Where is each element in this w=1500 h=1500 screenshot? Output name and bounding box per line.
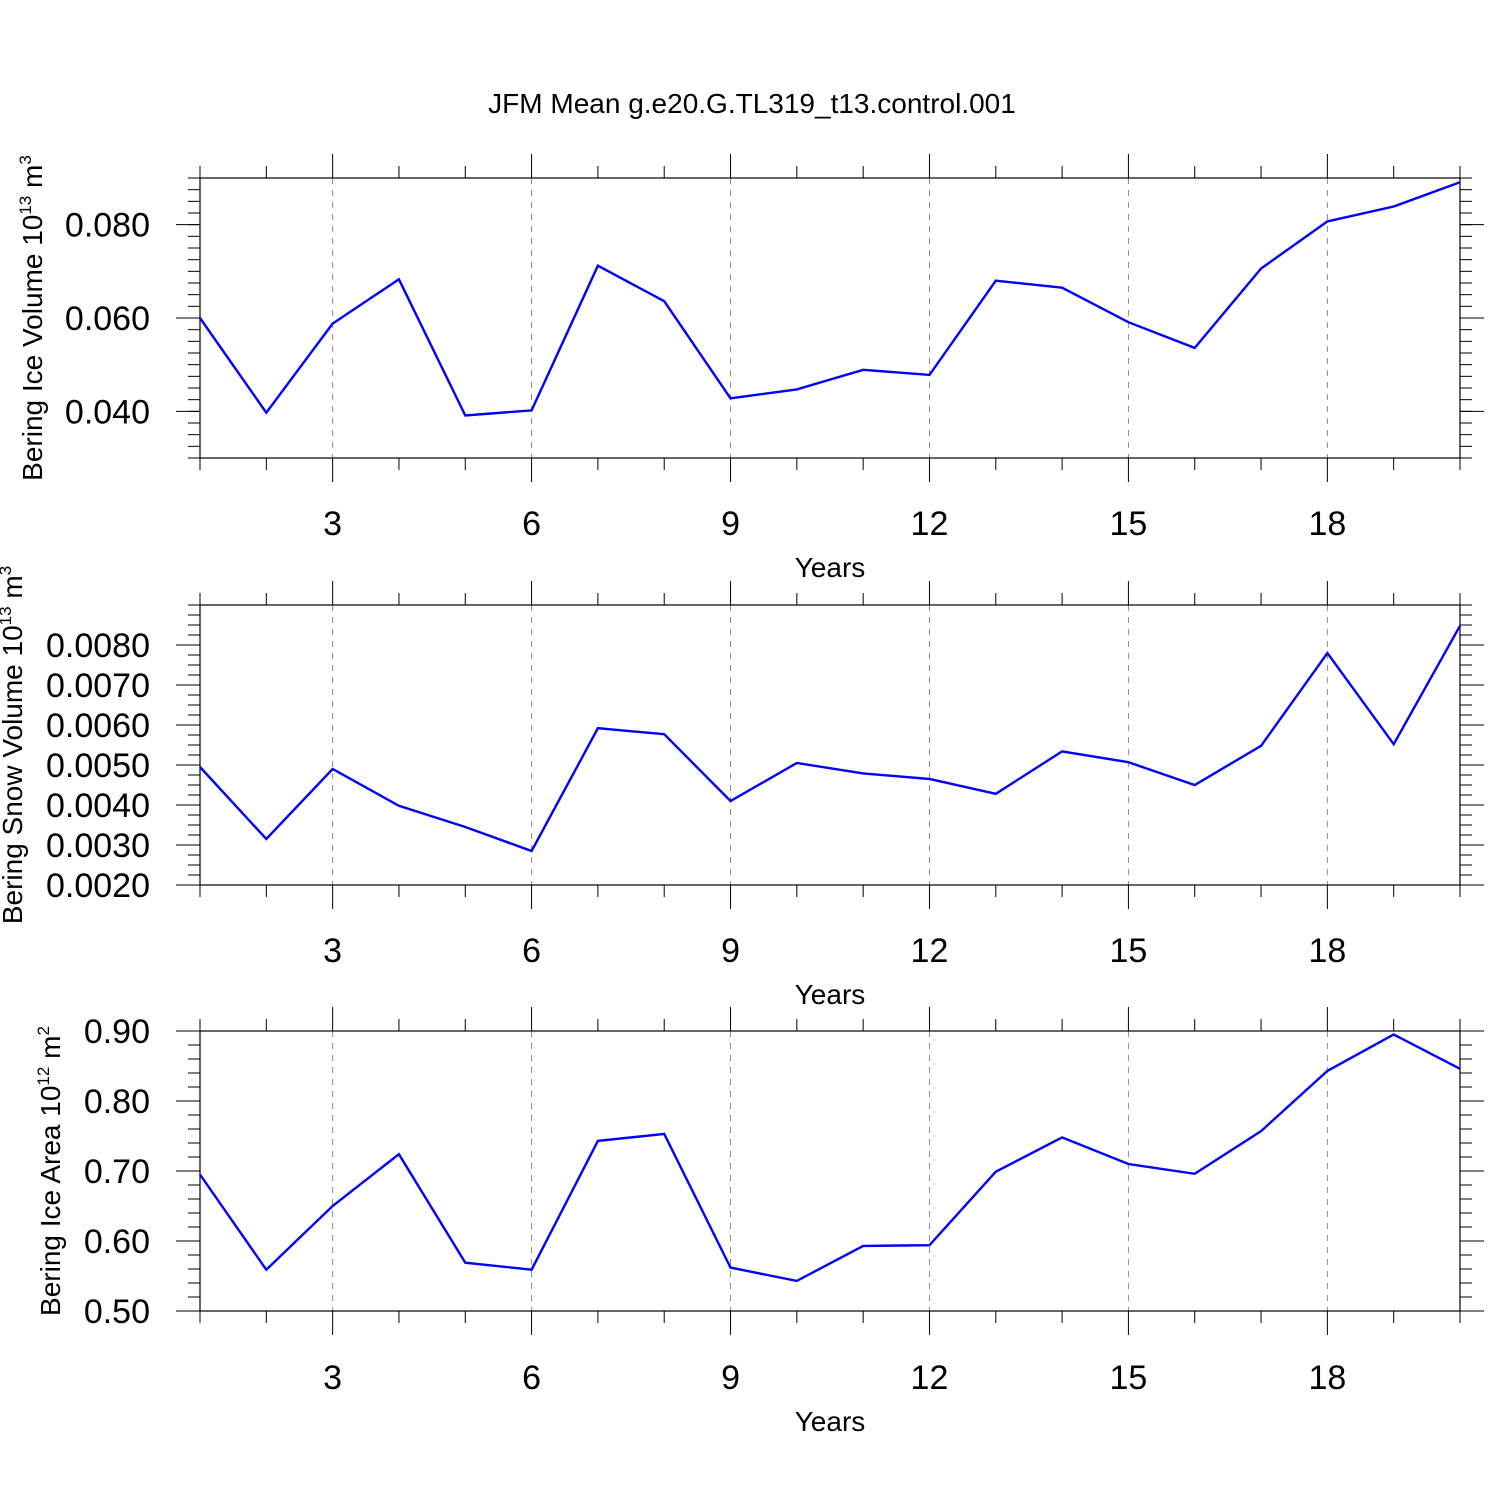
- y-axis-label-text: Bering Ice Volume 10: [17, 215, 48, 481]
- y-tick-label: 0.50: [84, 1293, 150, 1331]
- y-axis-label-superscript: 3: [16, 155, 35, 164]
- x-tick-label: 6: [522, 505, 541, 543]
- y-tick-label: 0.80: [84, 1083, 150, 1121]
- x-tick-label: 12: [911, 505, 949, 543]
- y-tick-label: 0.0080: [46, 627, 150, 665]
- x-tick-label: 3: [323, 1359, 342, 1397]
- y-axis-label-superscript: 2: [34, 1026, 53, 1035]
- x-tick-label: 3: [323, 505, 342, 543]
- plot-frame: [199, 177, 1461, 459]
- panel-ice-volume: 0.040 0.060 0.080 3 6 9 12 15 18 Years Bering Ice …: [16, 154, 1484, 583]
- x-tick-label: 18: [1308, 932, 1346, 970]
- panel-ice-area: 0.50 0.60 0.70 0.80 0.90 3 6 9 12 15 18 Years Bering…: [34, 1007, 1484, 1437]
- x-tick-label: 15: [1110, 1359, 1148, 1397]
- x-tick-label: 9: [721, 1359, 740, 1397]
- y-tick-label: 0.60: [84, 1223, 150, 1261]
- plot-frame: [199, 604, 1461, 886]
- y-axis-label: Bering Ice Area 1012 m2: [34, 1026, 66, 1316]
- x-tick-label: 15: [1110, 932, 1148, 970]
- plot-frame: [199, 1030, 1461, 1312]
- y-tick-label: 0.0060: [46, 707, 150, 745]
- y-axis-label-superscript: 3: [0, 566, 15, 575]
- panel-snow-volume: 0.00200.00300.00400.00500.00600.00700.00…: [0, 566, 1484, 1010]
- x-axis-label: Years: [795, 1406, 866, 1437]
- y-tick-label: 0.060: [65, 300, 150, 338]
- y-axis-label: Bering Ice Volume 1013 m3: [16, 155, 48, 481]
- x-tick-label: 12: [911, 1359, 949, 1397]
- x-tick-label: 9: [721, 932, 740, 970]
- y-tick-label: 0.040: [65, 393, 150, 431]
- y-axis-label-text: Bering Snow Volume 10: [0, 625, 28, 924]
- x-axis-label: Years: [795, 979, 866, 1010]
- x-tick-label: 3: [323, 932, 342, 970]
- y-axis-label-text: m: [35, 1036, 66, 1067]
- series-line: [199, 181, 1461, 417]
- y-tick-label: 0.0070: [46, 667, 150, 705]
- y-tick-label: 0.080: [65, 207, 150, 245]
- x-tick-label: 9: [721, 505, 740, 543]
- y-axis-label-text: m: [17, 165, 48, 196]
- y-axis-label: Bering Snow Volume 1013 m3: [0, 566, 28, 924]
- series-line: [199, 625, 1462, 853]
- y-axis-label-superscript: 13: [16, 196, 35, 215]
- chart-title: JFM Mean g.e20.G.TL319_t13.control.001: [488, 88, 1016, 119]
- y-tick-label: 0.0040: [46, 787, 150, 825]
- series-line: [199, 1033, 1461, 1283]
- x-tick-label: 12: [911, 932, 949, 970]
- x-axis-label: Years: [795, 552, 866, 583]
- x-tick-label: 18: [1308, 1359, 1346, 1397]
- x-tick-label: 6: [522, 1359, 541, 1397]
- y-axis-label-superscript: 12: [34, 1067, 53, 1086]
- y-tick-label: 0.0020: [46, 867, 150, 905]
- y-axis-label-superscript: 13: [0, 606, 15, 625]
- x-tick-label: 15: [1110, 505, 1148, 543]
- y-axis-label-text: Bering Ice Area 10: [35, 1086, 66, 1316]
- y-tick-label: 0.0030: [46, 827, 150, 865]
- y-tick-label: 0.0050: [46, 747, 150, 785]
- y-axis-label-text: m: [0, 575, 28, 606]
- x-tick-label: 18: [1308, 505, 1346, 543]
- y-tick-label: 0.90: [84, 1013, 150, 1051]
- y-tick-label: 0.70: [84, 1153, 150, 1191]
- x-tick-label: 6: [522, 932, 541, 970]
